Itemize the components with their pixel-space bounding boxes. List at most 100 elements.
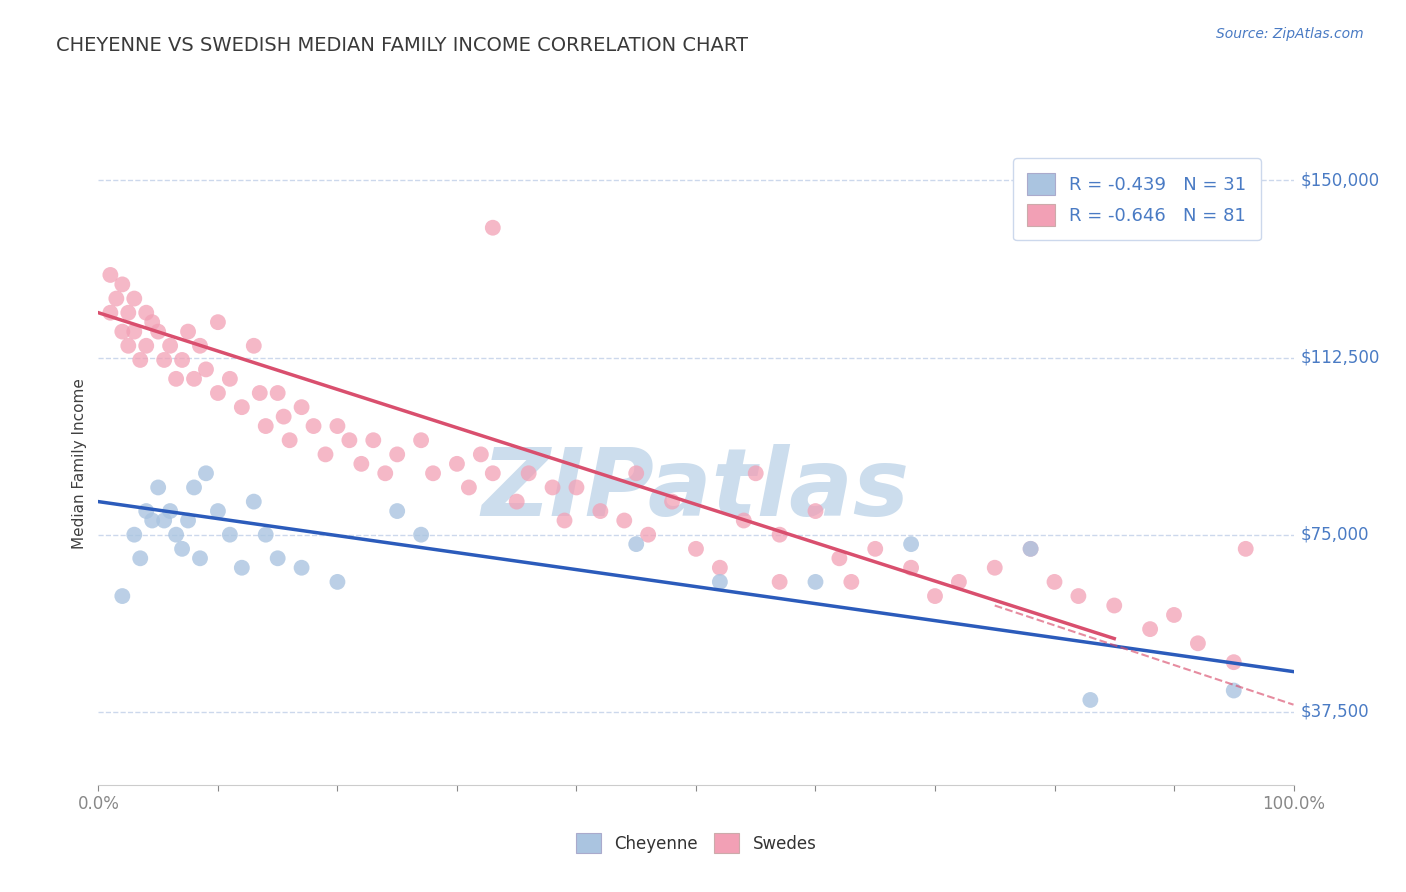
Point (165, 372, 187, 386)
Point (243, 494, 266, 508)
Point (124, 292, 146, 306)
Point (172, 541, 194, 556)
Point (839, 574, 862, 589)
Point (129, 353, 152, 368)
Point (709, 574, 731, 589)
Point (363, 434, 385, 448)
Point (1187, 636, 1209, 650)
Point (350, 457, 373, 471)
Point (900, 537, 922, 551)
Point (207, 315, 229, 329)
Point (219, 372, 242, 386)
Point (165, 527, 187, 541)
Point (105, 292, 128, 306)
Point (709, 560, 731, 574)
Point (124, 527, 146, 541)
Point (1234, 541, 1257, 556)
Point (589, 504, 612, 518)
Point (194, 467, 217, 481)
Point (481, 220, 505, 235)
Point (1043, 574, 1066, 589)
Point (900, 560, 922, 574)
Point (231, 560, 253, 574)
Point (326, 574, 349, 589)
Point (148, 480, 170, 494)
Point (177, 325, 200, 339)
Point (194, 362, 217, 376)
Point (207, 504, 229, 518)
Point (302, 419, 325, 434)
Point (411, 527, 433, 541)
Point (172, 353, 194, 368)
Point (135, 504, 157, 518)
Point (183, 480, 205, 494)
Point (624, 537, 647, 551)
Point (863, 541, 886, 556)
Point (177, 514, 200, 528)
Point (148, 325, 170, 339)
Text: $75,000: $75,000 (1301, 525, 1369, 544)
Point (135, 339, 157, 353)
Point (385, 504, 409, 518)
Point (111, 277, 134, 292)
Point (188, 551, 211, 566)
Point (231, 400, 253, 414)
Point (141, 315, 163, 329)
Text: $37,500: $37,500 (1301, 703, 1369, 721)
Point (337, 434, 360, 448)
Point (315, 447, 337, 461)
Text: ZIPatlas: ZIPatlas (482, 443, 910, 535)
Point (385, 447, 409, 461)
Y-axis label: Median Family Income: Median Family Income (72, 378, 87, 549)
Point (685, 541, 707, 556)
Text: CHEYENNE VS SWEDISH MEDIAN FAMILY INCOME CORRELATION CHART: CHEYENNE VS SWEDISH MEDIAN FAMILY INCOME… (56, 36, 748, 54)
Point (273, 409, 295, 424)
Point (153, 353, 176, 368)
Point (243, 339, 266, 353)
Point (249, 386, 271, 401)
Point (565, 480, 588, 494)
Point (768, 527, 790, 541)
Point (153, 514, 176, 528)
Point (326, 419, 349, 434)
Point (141, 514, 163, 528)
Legend: Cheyenne, Swedes: Cheyenne, Swedes (569, 827, 823, 860)
Point (267, 551, 290, 566)
Point (804, 504, 827, 518)
Point (637, 527, 659, 541)
Point (1019, 541, 1042, 556)
Point (458, 480, 481, 494)
Point (254, 527, 277, 541)
Point (159, 339, 181, 353)
Point (1163, 607, 1185, 622)
Point (117, 339, 139, 353)
Text: Source: ZipAtlas.com: Source: ZipAtlas.com (1216, 27, 1364, 41)
Point (219, 527, 242, 541)
Point (613, 514, 636, 528)
Point (624, 467, 647, 481)
Point (924, 589, 946, 603)
Point (481, 467, 505, 481)
Point (1139, 622, 1161, 636)
Point (98, 306, 122, 320)
Point (254, 419, 277, 434)
Point (207, 386, 229, 401)
Point (828, 551, 851, 566)
Point (278, 434, 301, 448)
Point (446, 457, 468, 471)
Point (1102, 599, 1125, 613)
Point (117, 306, 139, 320)
Point (517, 467, 540, 481)
Point (183, 372, 205, 386)
Point (159, 504, 181, 518)
Point (661, 494, 683, 508)
Point (541, 480, 564, 494)
Point (374, 467, 396, 481)
Point (1080, 693, 1102, 707)
Text: $112,500: $112,500 (1301, 349, 1379, 367)
Point (129, 551, 152, 566)
Point (506, 494, 529, 508)
Point (470, 447, 492, 461)
Point (1222, 655, 1246, 669)
Point (135, 306, 157, 320)
